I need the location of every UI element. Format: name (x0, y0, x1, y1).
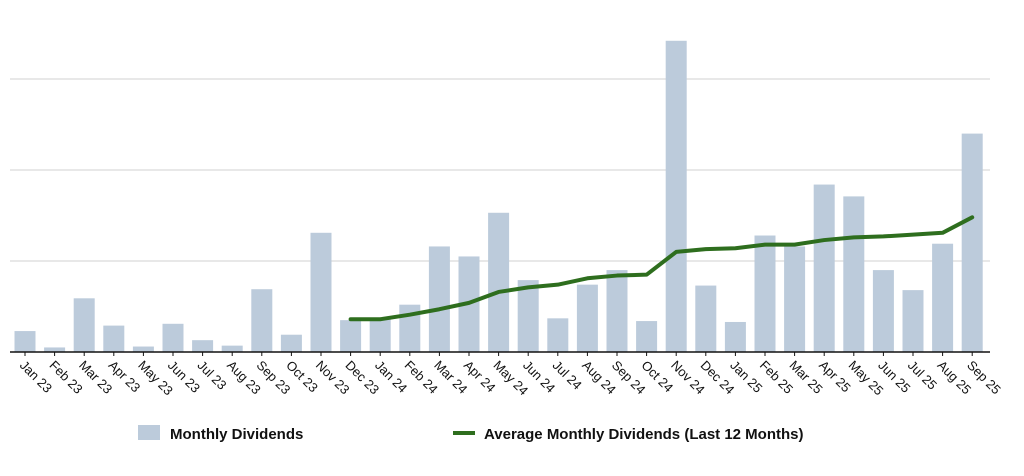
bar-nov-23 (310, 232, 332, 352)
bar-sep-25 (961, 133, 983, 352)
x-tick-label: Sep 25 (964, 358, 1004, 398)
bar-jan-23 (14, 331, 36, 352)
bar-mar-25 (784, 246, 806, 352)
bar-may-24 (488, 212, 510, 352)
bar-apr-25 (813, 184, 835, 352)
bar-oct-24 (636, 321, 658, 352)
bar-aug-24 (576, 284, 598, 352)
bar-jan-25 (724, 321, 746, 352)
bar-jul-24 (547, 318, 569, 352)
average-line (348, 215, 975, 322)
bar-sep-23 (251, 289, 273, 352)
bar-feb-23 (44, 347, 66, 352)
bar-nov-24 (665, 40, 687, 352)
bar-mar-23 (73, 298, 95, 352)
legend-label-bars: Monthly Dividends (170, 426, 303, 443)
bar-sep-24 (606, 270, 628, 352)
legend-swatch-bars (138, 425, 160, 440)
bar-aug-23 (221, 345, 243, 352)
bar-dec-23 (340, 320, 362, 352)
bar-may-23 (132, 346, 154, 352)
bar-jun-24 (517, 280, 539, 352)
bar-jul-25 (902, 290, 924, 352)
bar-aug-25 (932, 243, 954, 352)
legend-label-line: Average Monthly Dividends (Last 12 Month… (484, 426, 804, 443)
bar-oct-23 (280, 334, 302, 352)
bar-mar-24 (428, 246, 450, 352)
bar-jan-24 (369, 318, 391, 352)
bar-apr-23 (103, 325, 125, 352)
bar-jun-23 (162, 323, 184, 352)
bar-feb-25 (754, 235, 776, 352)
bar-may-25 (843, 196, 865, 352)
x-tick-label: Jan 23 (17, 358, 55, 396)
bar-jun-25 (872, 270, 894, 352)
bar-jul-23 (192, 340, 214, 352)
bar-dec-24 (695, 285, 717, 352)
